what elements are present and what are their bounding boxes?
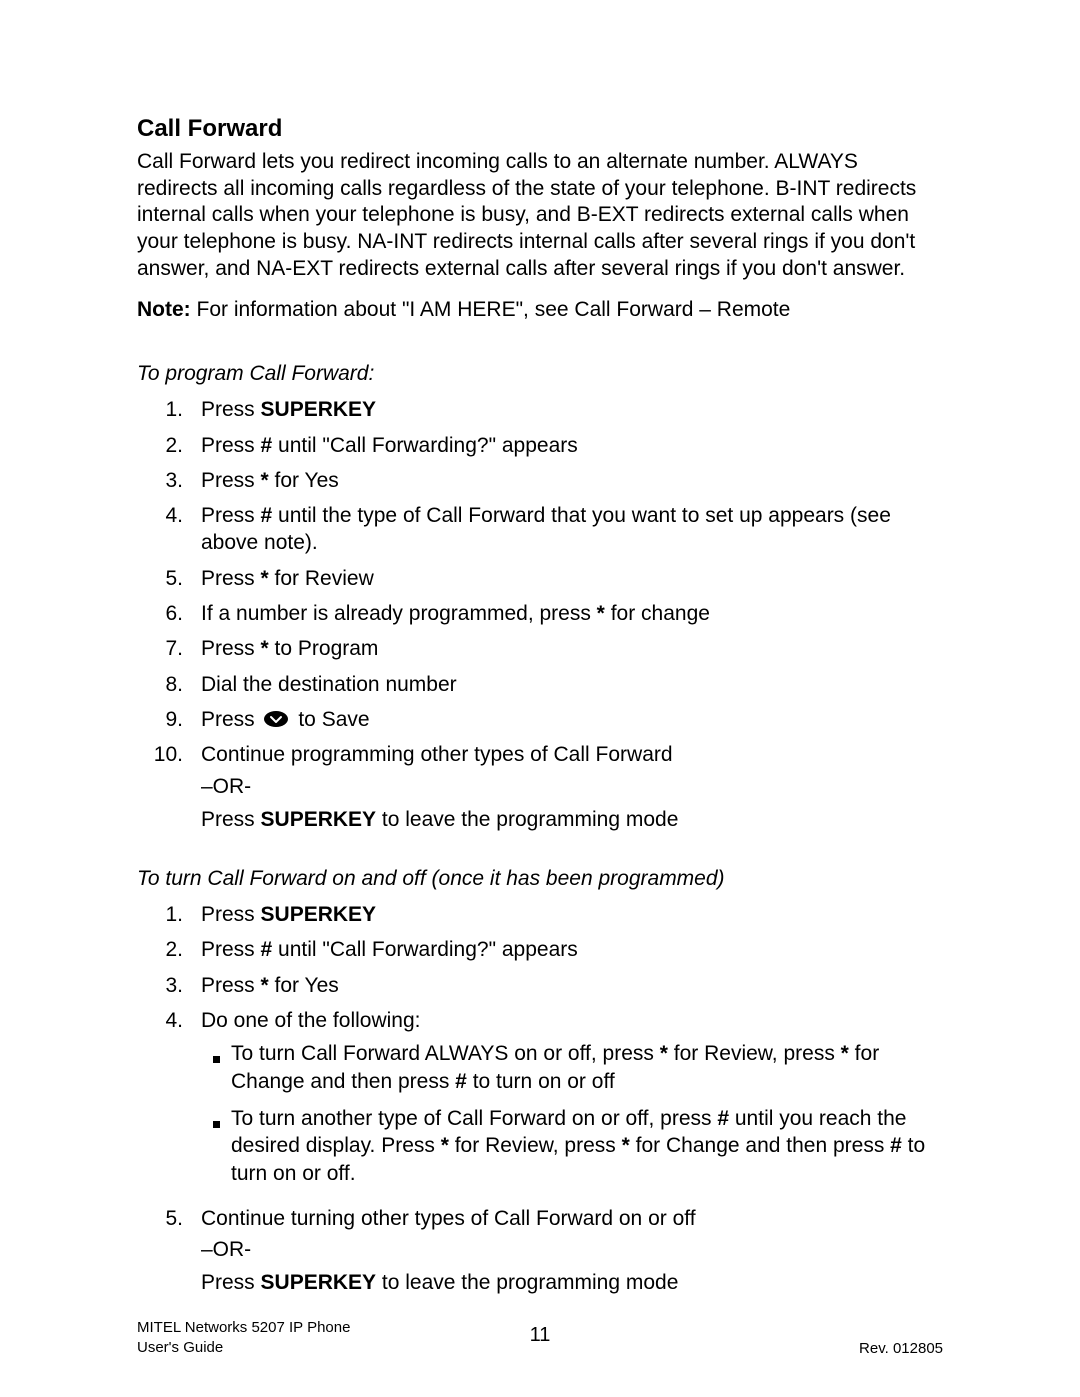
- step-body: Press to Save: [201, 706, 943, 733]
- step-number: 4.: [137, 502, 201, 557]
- step-text: Press * for Yes: [201, 467, 943, 494]
- list-item: 1.Press SUPERKEY: [137, 901, 943, 928]
- step-number: 4.: [137, 1007, 201, 1197]
- step-body: Press # until "Call Forwarding?" appears: [201, 432, 943, 459]
- step-body: Continue programming other types of Call…: [201, 741, 943, 833]
- step-number: 9.: [137, 706, 201, 733]
- step-number: 1.: [137, 396, 201, 423]
- step-body: Press * to Program: [201, 635, 943, 662]
- step-body: Do one of the following: To turn Call For…: [201, 1007, 943, 1197]
- step-number: 8.: [137, 671, 201, 698]
- list-item: 5.Press * for Review: [137, 565, 943, 592]
- subheading-program: To program Call Forward:: [137, 362, 943, 386]
- list-item: 3.Press * for Yes: [137, 972, 943, 999]
- list-item: 4.Press # until the type of Call Forward…: [137, 502, 943, 557]
- subheading-onoff: To turn Call Forward on and off (once it…: [137, 867, 943, 891]
- square-bullet-icon: [201, 1105, 231, 1187]
- list-item: 8.Dial the destination number: [137, 671, 943, 698]
- step-number: 6.: [137, 600, 201, 627]
- step-number: 3.: [137, 467, 201, 494]
- steps-list-onoff: 1.Press SUPERKEY2.Press # until "Call Fo…: [137, 901, 943, 1297]
- step-number: 5.: [137, 1205, 201, 1297]
- step-number: 7.: [137, 635, 201, 662]
- sub-bullet-list: To turn Call Forward ALWAYS on or off, p…: [201, 1040, 943, 1186]
- document-page: Call Forward Call Forward lets you redir…: [0, 0, 1080, 1397]
- list-item: 2.Press # until "Call Forwarding?" appea…: [137, 936, 943, 963]
- step-number: 1.: [137, 901, 201, 928]
- step-body: Press * for Yes: [201, 467, 943, 494]
- sub-bullet-item: To turn another type of Call Forward on …: [201, 1105, 943, 1187]
- page-footer: MITEL Networks 5207 IP Phone User's Guid…: [137, 1318, 943, 1357]
- step-text: Continue turning other types of Call For…: [201, 1205, 943, 1232]
- note-text: For information about "I AM HERE", see C…: [191, 298, 791, 321]
- step-text: Press # until "Call Forwarding?" appears: [201, 432, 943, 459]
- list-item: 2.Press # until "Call Forwarding?" appea…: [137, 432, 943, 459]
- step-number: 2.: [137, 936, 201, 963]
- step-body: Press SUPERKEY: [201, 396, 943, 423]
- step-text: Do one of the following:: [201, 1007, 943, 1034]
- step-text: Press * for Review: [201, 565, 943, 592]
- step-alt-text: Press SUPERKEY to leave the programming …: [201, 806, 943, 833]
- note-label: Note:: [137, 298, 191, 321]
- step-body: Press # until "Call Forwarding?" appears: [201, 936, 943, 963]
- step-text: Press # until the type of Call Forward t…: [201, 502, 943, 557]
- steps-list-program: 1.Press SUPERKEY2.Press # until "Call Fo…: [137, 396, 943, 833]
- list-item: 5.Continue turning other types of Call F…: [137, 1205, 943, 1297]
- or-separator: –OR-: [201, 773, 943, 800]
- list-item: 10.Continue programming other types of C…: [137, 741, 943, 833]
- square-bullet-icon: [201, 1040, 231, 1095]
- step-body: Press * for Yes: [201, 972, 943, 999]
- step-text: Press * for Yes: [201, 972, 943, 999]
- step-body: Press * for Review: [201, 565, 943, 592]
- list-item: 9.Press to Save: [137, 706, 943, 733]
- step-number: 5.: [137, 565, 201, 592]
- sub-bullet-item: To turn Call Forward ALWAYS on or off, p…: [201, 1040, 943, 1095]
- step-text: Dial the destination number: [201, 671, 943, 698]
- intro-paragraph: Call Forward lets you redirect incoming …: [137, 149, 943, 282]
- step-text: Continue programming other types of Call…: [201, 741, 943, 768]
- step-text: If a number is already programmed, press…: [201, 600, 943, 627]
- step-number: 2.: [137, 432, 201, 459]
- down-arrow-key-icon: [263, 708, 289, 735]
- step-body: Continue turning other types of Call For…: [201, 1205, 943, 1297]
- step-number: 3.: [137, 972, 201, 999]
- step-body: Press # until the type of Call Forward t…: [201, 502, 943, 557]
- list-item: 6.If a number is already programmed, pre…: [137, 600, 943, 627]
- list-item: 3.Press * for Yes: [137, 467, 943, 494]
- step-body: If a number is already programmed, press…: [201, 600, 943, 627]
- note-line: Note: For information about "I AM HERE",…: [137, 298, 943, 322]
- or-separator: –OR-: [201, 1236, 943, 1263]
- list-item: 1.Press SUPERKEY: [137, 396, 943, 423]
- step-text: Press SUPERKEY: [201, 396, 943, 423]
- section-heading: Call Forward: [137, 115, 943, 143]
- step-text: Press SUPERKEY: [201, 901, 943, 928]
- step-body: Press SUPERKEY: [201, 901, 943, 928]
- step-text: Press # until "Call Forwarding?" appears: [201, 936, 943, 963]
- step-alt-text: Press SUPERKEY to leave the programming …: [201, 1269, 943, 1296]
- step-text: Press * to Program: [201, 635, 943, 662]
- step-body: Dial the destination number: [201, 671, 943, 698]
- list-item: 7.Press * to Program: [137, 635, 943, 662]
- sub-bullet-text: To turn another type of Call Forward on …: [231, 1105, 943, 1187]
- step-text: Press to Save: [201, 706, 943, 733]
- sub-bullet-text: To turn Call Forward ALWAYS on or off, p…: [231, 1040, 943, 1095]
- footer-page-number: 11: [137, 1324, 943, 1347]
- list-item: 4.Do one of the following: To turn Call F…: [137, 1007, 943, 1197]
- step-number: 10.: [137, 741, 201, 833]
